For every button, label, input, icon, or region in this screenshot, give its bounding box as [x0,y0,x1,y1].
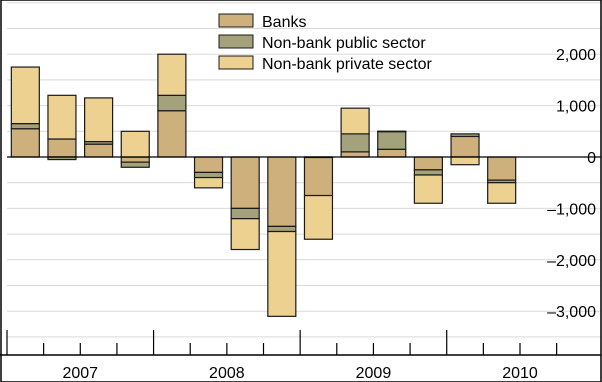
y-tick-label: –3,000 [547,304,596,321]
legend-label: Non-bank public sector [262,35,426,52]
bar-non-bank-private-sector [487,182,517,204]
bar-non-bank-public-sector [230,207,260,220]
x-tick-label: 2010 [502,365,538,382]
legend-swatch [218,55,254,70]
y-tick-label: –1,000 [547,201,596,218]
bar-non-bank-private-sector [47,94,77,140]
y-tick-label: 0 [587,150,596,167]
bar-non-bank-public-sector [377,130,407,150]
legend-label: Banks [262,14,306,31]
bar-banks [413,156,443,171]
y-tick-label: 2,000 [556,47,596,64]
bar-banks [120,156,150,163]
bar-banks [487,156,517,181]
bar-non-bank-private-sector [303,194,334,240]
y-tick-label: 1,000 [556,99,596,116]
bar-non-bank-public-sector [340,133,370,153]
bar-non-bank-private-sector [193,176,224,189]
bar-banks [193,156,224,174]
bar-non-bank-public-sector [157,94,187,112]
legend-label: Non-bank private sector [262,56,433,73]
bar-banks [230,156,260,210]
bar-non-bank-public-sector [450,133,480,138]
y-tick-label: –2,000 [547,253,596,270]
legend-swatch [218,34,254,49]
bar-banks [303,156,334,197]
bar-non-bank-private-sector [413,174,443,204]
bar-non-bank-private-sector [377,130,407,133]
bar-non-bank-private-sector [10,66,40,125]
bar-non-bank-private-sector [450,156,480,166]
bar-non-bank-public-sector [193,171,224,179]
bar-non-bank-private-sector [84,97,114,143]
bar-banks [377,148,407,158]
chart-title: ments [4,0,48,2]
bar-banks [450,135,480,158]
legend: Banks Non-bank public sector Non-bank priv… [218,13,433,73]
bar-non-bank-public-sector [10,122,40,130]
bars [10,53,517,317]
x-tick-label: 2009 [356,365,392,382]
bar-non-bank-private-sector [340,107,370,135]
bar-non-bank-private-sector [157,53,187,96]
bar-non-bank-private-sector [267,230,297,317]
bar-non-bank-private-sector [120,130,150,158]
bar-banks [267,156,297,227]
x-tick-label: 2007 [62,365,98,382]
bar-non-bank-public-sector [120,161,150,168]
bar-banks [84,143,114,158]
bar-banks [157,110,187,158]
bar-banks [340,151,370,158]
bar-banks [47,138,77,158]
bar-non-bank-private-sector [230,218,260,251]
bar-banks [10,128,40,158]
x-tick-label: 2008 [209,365,245,382]
legend-swatch [218,13,254,28]
bar-non-bank-public-sector [267,225,297,233]
bar-non-bank-public-sector [413,169,443,176]
